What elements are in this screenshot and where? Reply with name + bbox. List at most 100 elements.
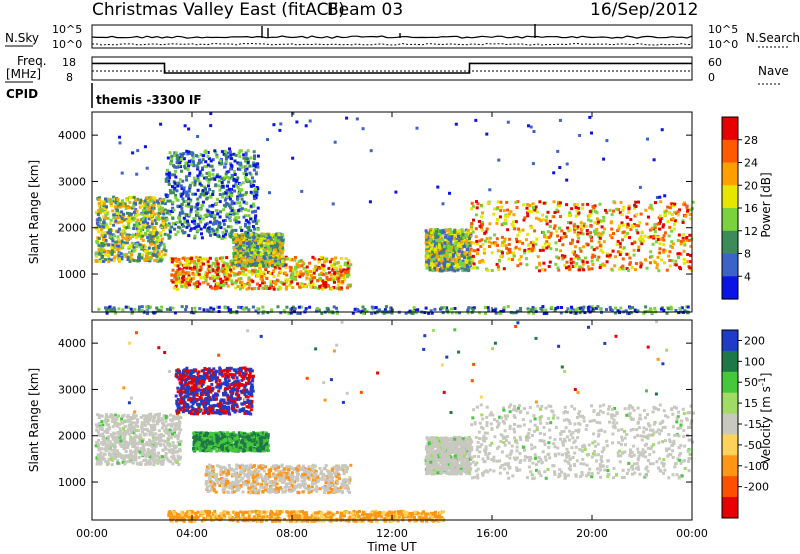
data-point bbox=[526, 232, 530, 236]
data-point bbox=[517, 247, 521, 251]
data-point bbox=[166, 224, 170, 227]
data-point bbox=[433, 248, 437, 252]
data-point bbox=[581, 262, 585, 266]
data-point bbox=[455, 260, 459, 264]
data-point bbox=[440, 231, 444, 235]
data-point bbox=[275, 278, 279, 282]
data-point bbox=[198, 268, 202, 272]
data-point bbox=[531, 202, 535, 206]
data-point bbox=[555, 255, 559, 259]
data-point bbox=[97, 243, 101, 247]
data-point bbox=[107, 260, 111, 263]
data-point bbox=[201, 189, 205, 192]
data-point bbox=[247, 225, 251, 229]
data-point bbox=[251, 287, 254, 291]
data-point bbox=[373, 311, 377, 315]
data-point bbox=[638, 221, 642, 225]
data-point bbox=[616, 229, 620, 233]
data-point bbox=[514, 245, 518, 249]
data-point bbox=[100, 427, 104, 430]
data-point bbox=[260, 275, 264, 278]
data-point bbox=[195, 273, 199, 277]
data-point bbox=[175, 155, 179, 159]
data-point bbox=[95, 428, 99, 432]
data-point bbox=[116, 235, 120, 239]
data-point bbox=[245, 201, 249, 205]
data-point bbox=[474, 235, 478, 239]
data-point bbox=[144, 443, 148, 447]
data-point bbox=[263, 260, 267, 264]
data-point bbox=[434, 261, 438, 265]
data-point bbox=[116, 201, 120, 205]
data-point bbox=[135, 236, 138, 240]
data-point bbox=[104, 223, 108, 227]
data-point bbox=[432, 228, 435, 232]
data-point bbox=[233, 159, 237, 163]
data-point bbox=[139, 415, 143, 419]
data-point bbox=[476, 252, 479, 256]
data-point bbox=[155, 254, 159, 258]
data-point bbox=[327, 284, 330, 288]
beam-title: Beam 03 bbox=[327, 0, 403, 20]
data-point bbox=[575, 226, 579, 230]
data-point bbox=[506, 228, 510, 232]
data-point bbox=[248, 257, 252, 261]
data-point bbox=[176, 230, 180, 234]
data-point bbox=[485, 227, 489, 231]
data-point bbox=[655, 263, 659, 267]
data-point bbox=[209, 177, 213, 181]
data-point bbox=[220, 259, 224, 263]
data-point bbox=[253, 216, 257, 220]
data-point bbox=[278, 256, 282, 260]
data-point bbox=[194, 286, 198, 290]
data-point bbox=[533, 307, 537, 311]
data-point bbox=[446, 267, 450, 271]
data-point bbox=[523, 216, 527, 220]
data-point bbox=[173, 273, 177, 277]
data-point bbox=[263, 236, 267, 240]
data-point bbox=[144, 214, 148, 218]
data-point bbox=[637, 200, 640, 204]
data-point bbox=[223, 274, 227, 278]
data-point bbox=[178, 448, 182, 452]
data-point bbox=[188, 213, 191, 217]
data-point bbox=[590, 259, 594, 263]
data-point bbox=[628, 261, 632, 265]
data-point bbox=[185, 225, 189, 229]
data-point bbox=[674, 308, 678, 312]
data-point bbox=[163, 209, 167, 213]
data-point bbox=[304, 284, 308, 288]
data-point bbox=[412, 306, 416, 310]
data-point bbox=[240, 197, 244, 201]
data-point bbox=[542, 312, 546, 315]
data-point bbox=[196, 188, 200, 192]
data-point bbox=[558, 166, 562, 169]
data-point bbox=[199, 265, 203, 269]
data-point bbox=[270, 254, 273, 258]
data-point bbox=[291, 112, 295, 116]
data-point bbox=[472, 306, 476, 310]
data-point bbox=[446, 260, 450, 264]
data-point bbox=[643, 234, 647, 238]
data-point bbox=[545, 240, 549, 244]
data-point bbox=[201, 281, 205, 285]
data-point bbox=[257, 274, 261, 278]
data-point bbox=[229, 167, 232, 171]
data-point bbox=[514, 200, 518, 204]
data-point bbox=[152, 234, 156, 238]
data-point bbox=[425, 266, 429, 270]
data-point bbox=[181, 256, 185, 260]
data-point bbox=[591, 263, 595, 266]
data-point bbox=[187, 276, 191, 280]
data-point bbox=[104, 258, 108, 262]
data-point bbox=[568, 228, 572, 232]
data-point bbox=[285, 280, 289, 284]
data-point bbox=[224, 232, 227, 236]
data-point bbox=[204, 190, 208, 194]
data-point bbox=[656, 236, 660, 239]
data-point bbox=[642, 239, 646, 243]
data-point bbox=[444, 235, 447, 239]
data-point bbox=[229, 215, 232, 218]
data-point bbox=[633, 241, 637, 245]
